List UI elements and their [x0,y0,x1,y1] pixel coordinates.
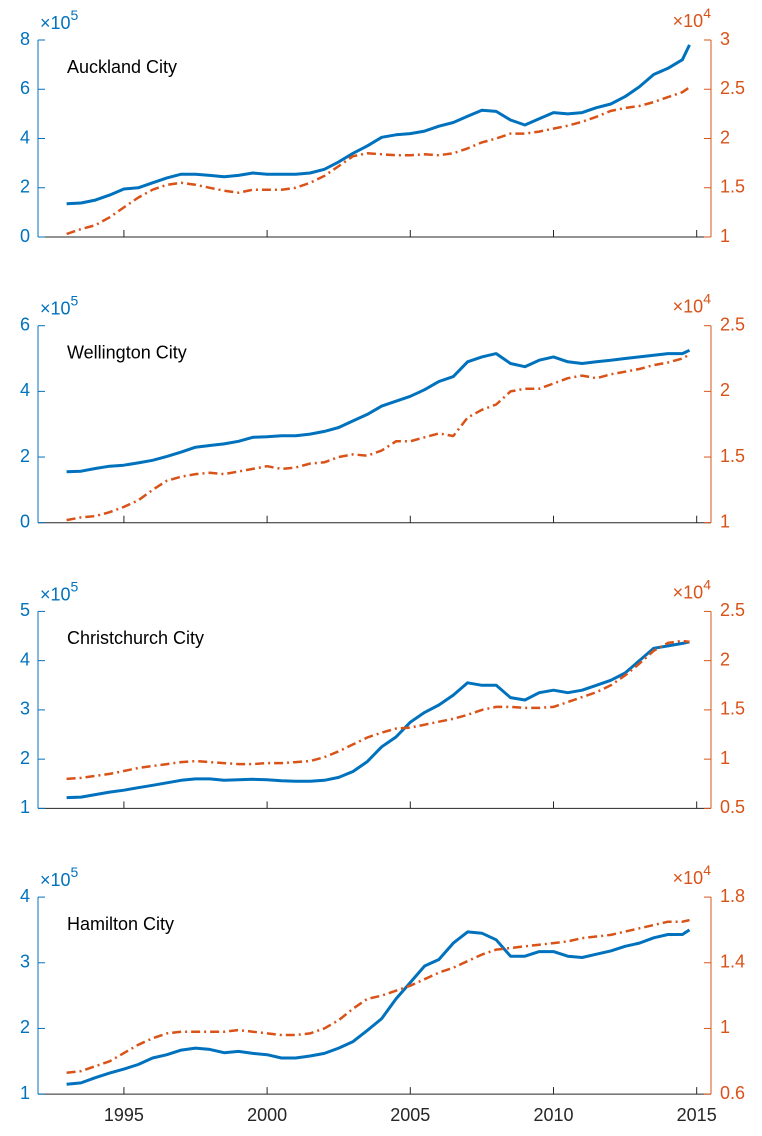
x-tick-label: 1995 [104,1105,144,1125]
y-tick-label: 6 [20,78,30,98]
y-tick-label: 1 [20,1083,30,1103]
y-multiplier-base: ×10 [40,298,71,318]
y-multiplier: ×105 [40,578,79,604]
y2-tick-label: 1 [720,1017,730,1037]
y2-multiplier: ×104 [673,576,712,602]
y2-tick-label: 2.5 [720,78,745,98]
series-line [66,640,690,800]
y-tick-label: 8 [20,29,30,49]
y-tick-label: 3 [20,699,30,719]
y2-tick-label: 2.5 [720,314,745,334]
y2-tick-label: 1.4 [720,952,745,972]
y-multiplier-power: 5 [71,578,79,594]
y-tick-label: 3 [20,952,30,972]
y2-tick-label: 2 [720,649,730,669]
panel-title: Christchurch City [67,628,204,648]
x-tick-label: 2015 [677,1105,717,1125]
y-tick-label: 0 [20,226,30,246]
y2-multiplier-base: ×10 [673,868,704,888]
series-line [66,918,690,1075]
y2-tick-label: 1.5 [720,177,745,197]
y2-multiplier: ×104 [673,290,712,316]
panel-title: Auckland City [67,57,177,77]
y2-tick-label: 1.8 [720,886,745,906]
y-multiplier: ×105 [40,7,79,33]
y-multiplier-base: ×10 [40,870,71,890]
y-tick-label: 6 [20,314,30,334]
y-tick-label: 2 [20,1017,30,1037]
y2-tick-label: 2 [720,127,730,147]
y2-multiplier: ×104 [673,5,712,31]
y2-tick-label: 0.6 [720,1083,745,1103]
y-tick-label: 2 [20,748,30,768]
y2-tick-label: 1 [720,226,730,246]
series-line [66,639,690,781]
x-tick-label: 2010 [533,1105,573,1125]
y-tick-label: 2 [20,177,30,197]
y-tick-label: 2 [20,446,30,466]
y-multiplier: ×105 [40,292,79,318]
y2-tick-label: 1.5 [720,699,745,719]
y-tick-label: 4 [20,886,30,906]
y2-tick-label: 1.5 [720,446,745,466]
y-multiplier-power: 5 [71,7,79,23]
y-tick-label: 1 [20,797,30,817]
y-tick-label: 4 [20,380,30,400]
y2-multiplier-base: ×10 [673,582,704,602]
y2-tick-label: 1 [720,748,730,768]
panel-title: Wellington City [67,342,187,362]
y2-multiplier-base: ×10 [673,296,704,316]
y2-multiplier: ×104 [673,862,712,888]
y2-tick-label: 0.5 [720,797,745,817]
y-tick-label: 4 [20,127,30,147]
y-tick-label: 0 [20,511,30,531]
y-multiplier-base: ×10 [40,13,71,33]
y-multiplier-base: ×10 [40,584,71,604]
series-line [66,353,691,522]
y2-multiplier-power: 4 [703,862,711,878]
x-tick-label: 2005 [390,1105,430,1125]
y2-multiplier-power: 4 [703,576,711,592]
y2-tick-label: 2 [720,380,730,400]
y-tick-label: 4 [20,649,30,669]
y-multiplier-power: 5 [71,292,79,308]
y2-tick-label: 3 [720,29,730,49]
series-line [66,44,691,206]
y-tick-label: 5 [20,600,30,620]
y-multiplier-power: 5 [71,864,79,880]
y2-multiplier-power: 4 [703,5,711,21]
y-multiplier: ×105 [40,864,79,890]
y2-multiplier-power: 4 [703,290,711,306]
y2-tick-label: 2.5 [720,600,745,620]
panel-title: Hamilton City [67,914,174,934]
y2-multiplier-base: ×10 [673,11,704,31]
series-line [66,348,691,474]
y2-tick-label: 1 [720,511,730,531]
series-line [66,86,691,236]
x-tick-label: 2000 [247,1105,287,1125]
series-line [66,928,691,1086]
